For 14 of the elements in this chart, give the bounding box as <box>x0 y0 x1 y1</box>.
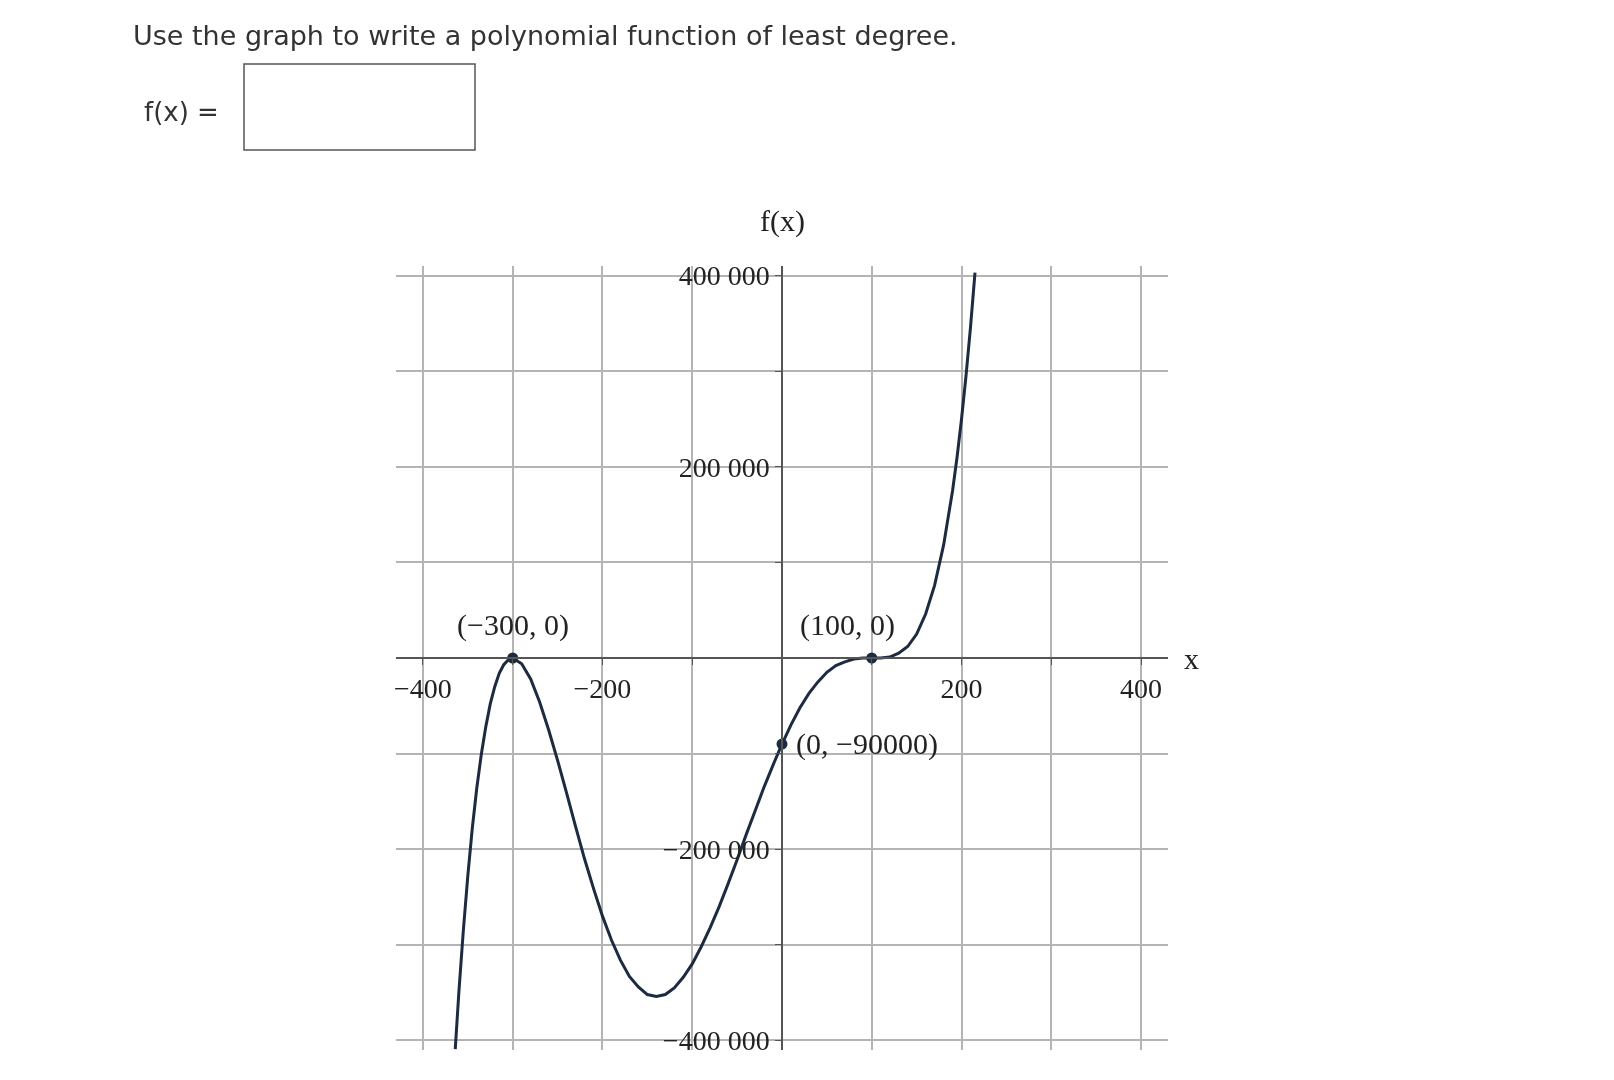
annotation: (0, −90000) <box>796 727 938 761</box>
x-tick-label: −400 <box>394 673 452 705</box>
x-tick-label: 400 <box>1120 673 1163 705</box>
annotation: (100, 0) <box>800 608 895 642</box>
x-tick-label: 200 <box>940 673 983 705</box>
y-tick-label: 400 000 <box>678 260 770 292</box>
y-axis-title: f(x) <box>760 204 805 238</box>
y-tick-label: 200 000 <box>678 451 770 483</box>
y-tick-label: −400 000 <box>662 1025 770 1057</box>
chart-title: Use the graph to write a polynomial function of least degree. <box>133 20 958 52</box>
x-axis-title: x <box>1184 642 1199 675</box>
text: f(x) = <box>144 97 219 127</box>
annotation: (−300, 0) <box>457 608 569 642</box>
x-tick-label: −200 <box>573 673 632 705</box>
